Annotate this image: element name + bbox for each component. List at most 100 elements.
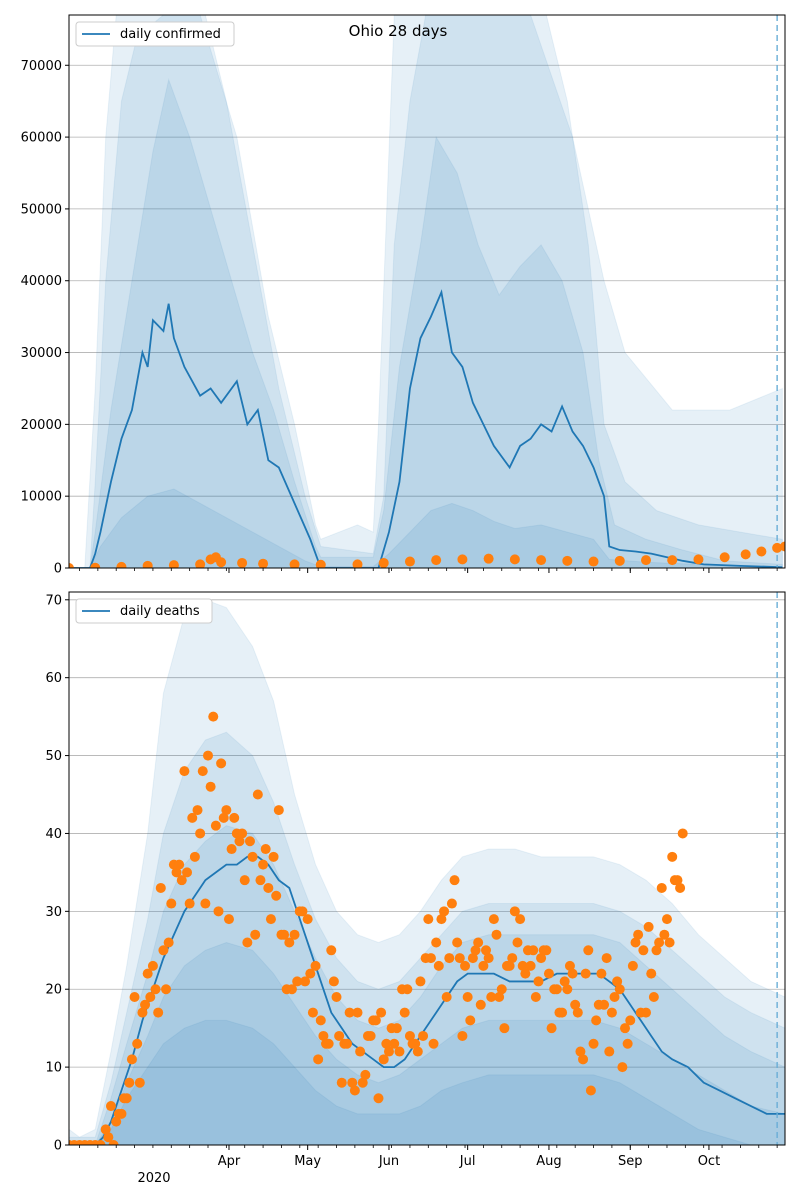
observed-point <box>756 546 767 557</box>
observed-point <box>496 984 507 995</box>
observed-point <box>376 1007 387 1018</box>
observed-point <box>473 937 484 948</box>
observed-point <box>423 914 434 925</box>
observed-point <box>599 999 610 1010</box>
observed-point <box>465 1015 476 1026</box>
observed-point <box>336 1077 347 1088</box>
observed-point <box>142 968 153 979</box>
observed-point <box>570 999 581 1010</box>
observed-point <box>543 968 554 979</box>
observed-point <box>216 758 227 769</box>
observed-point <box>344 1007 355 1018</box>
y-tick-label: 0 <box>54 1139 62 1154</box>
observed-point <box>431 555 442 566</box>
observed-point <box>205 781 216 792</box>
observed-point <box>457 554 468 565</box>
observed-point <box>116 561 127 568</box>
observed-point <box>349 1085 360 1096</box>
observed-point <box>234 836 245 847</box>
observed-point <box>606 1007 617 1018</box>
observed-point <box>486 992 497 1003</box>
year-label: 2020 <box>137 1171 170 1186</box>
observed-point <box>596 968 607 979</box>
observed-point <box>355 1046 366 1057</box>
observed-point <box>263 882 274 893</box>
axes-frame <box>68 14 786 569</box>
observed-point <box>328 976 339 987</box>
x-tick-label: Oct <box>698 1154 720 1169</box>
observed-point <box>559 976 570 987</box>
observed-point <box>664 937 675 948</box>
observed-point <box>158 945 169 956</box>
observed-point <box>318 1030 329 1041</box>
confirmed-legend: daily confirmed <box>75 21 235 47</box>
observed-point <box>585 1085 596 1096</box>
observed-point <box>404 556 415 567</box>
observed-point <box>546 1023 557 1034</box>
observed-point <box>418 1030 429 1041</box>
observed-point <box>551 984 562 995</box>
observed-point <box>195 559 206 568</box>
observed-point <box>176 875 187 886</box>
observed-point <box>307 1007 318 1018</box>
observed-point <box>415 976 426 987</box>
observed-point <box>331 992 342 1003</box>
observed-point <box>116 1108 127 1119</box>
confirmed-bands <box>69 15 783 568</box>
observed-point <box>258 859 269 870</box>
observed-point <box>452 937 463 948</box>
observed-point <box>612 976 623 987</box>
observed-point <box>315 559 326 568</box>
observed-point <box>258 558 269 568</box>
observed-point <box>640 555 651 566</box>
observed-point <box>373 1093 384 1104</box>
observed-point <box>313 1054 324 1065</box>
observed-point <box>617 1062 628 1073</box>
observed-point <box>268 851 279 862</box>
observed-point <box>370 1015 381 1026</box>
observed-point <box>265 914 276 925</box>
confirmed-observed-points <box>69 541 785 568</box>
observed-point <box>620 1023 631 1034</box>
observed-point <box>226 844 237 855</box>
observed-point <box>675 882 686 893</box>
confirmed-axes: 0 10000 20000 30000 40000 50000 60000 70000 <box>21 14 786 577</box>
x-tick-label: Jun <box>378 1154 399 1169</box>
observed-point <box>95 1140 106 1145</box>
observed-point <box>187 812 198 823</box>
figure-title: Ohio 28 days <box>349 22 448 40</box>
observed-point <box>772 542 783 553</box>
observed-point <box>105 1101 116 1112</box>
observed-point <box>638 945 649 956</box>
observed-point <box>221 805 232 816</box>
x-tick-label: Jul <box>459 1154 476 1169</box>
observed-point <box>174 859 185 870</box>
observed-point <box>533 976 544 987</box>
observed-point <box>536 953 547 964</box>
observed-point <box>575 1046 586 1057</box>
observed-point <box>179 766 190 777</box>
observed-point <box>383 1046 394 1057</box>
observed-point <box>460 960 471 971</box>
observed-point <box>347 1077 358 1088</box>
observed-point <box>260 844 271 855</box>
observed-point <box>168 560 179 568</box>
observed-point <box>399 1007 410 1018</box>
observed-point <box>150 984 161 995</box>
observed-point <box>357 1077 368 1088</box>
observed-point <box>457 1030 468 1041</box>
observed-point <box>103 1132 114 1143</box>
observed-point <box>640 1007 651 1018</box>
confidence-band-mid-band <box>69 15 783 568</box>
observed-point <box>203 750 214 761</box>
observed-point <box>378 557 389 568</box>
observed-point <box>255 875 266 886</box>
observed-point <box>562 984 573 995</box>
observed-point <box>614 984 625 995</box>
observed-point <box>108 1140 119 1145</box>
confirmed-series <box>69 15 783 568</box>
observed-point <box>648 992 659 1003</box>
deaths-series <box>69 592 785 1145</box>
y-tick-label: 40000 <box>21 274 62 289</box>
observed-point <box>279 929 290 940</box>
